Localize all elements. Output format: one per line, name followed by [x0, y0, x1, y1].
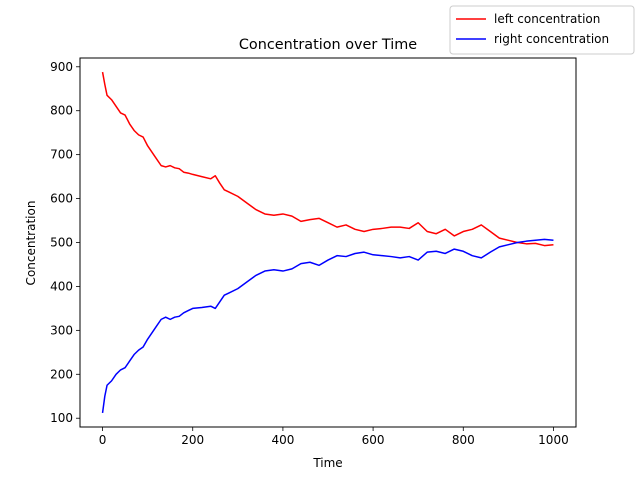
series-layer [101, 71, 554, 414]
x-tick-label: 400 [271, 433, 294, 447]
legend-frame [449, 5, 635, 55]
x-tick-label: 1000 [538, 433, 569, 447]
y-tick-label: 600 [50, 192, 73, 206]
y-tick-label: 200 [50, 367, 73, 381]
x-tick-label: 0 [99, 433, 107, 447]
legend-label-right-concentration: right concentration [494, 32, 609, 46]
x-tick-label: 600 [362, 433, 385, 447]
y-tick-label: 500 [50, 236, 73, 250]
x-tick-label: 200 [181, 433, 204, 447]
y-tick-label: 700 [50, 148, 73, 162]
x-axis-label: Time [312, 456, 342, 470]
y-tick-label: 800 [50, 104, 73, 118]
plot-area [79, 57, 577, 428]
y-axis-label: Concentration [24, 201, 38, 286]
chart-title: Concentration over Time [239, 37, 417, 53]
x-tick-label: 800 [452, 433, 475, 447]
legend: left concentration right concentration [449, 5, 635, 55]
y-tick-label: 400 [50, 279, 73, 293]
legend-label-left-concentration: left concentration [494, 12, 600, 26]
x-axis: 0 200 400 600 800 1000 [99, 427, 569, 447]
series-line-right-concentration [101, 238, 554, 414]
y-tick-label: 100 [50, 411, 73, 425]
y-tick-label: 900 [50, 60, 73, 74]
y-tick-label: 300 [50, 323, 73, 337]
y-axis: 100 200 300 400 500 600 700 800 900 [50, 60, 80, 425]
series-line-left-concentration [101, 71, 554, 247]
